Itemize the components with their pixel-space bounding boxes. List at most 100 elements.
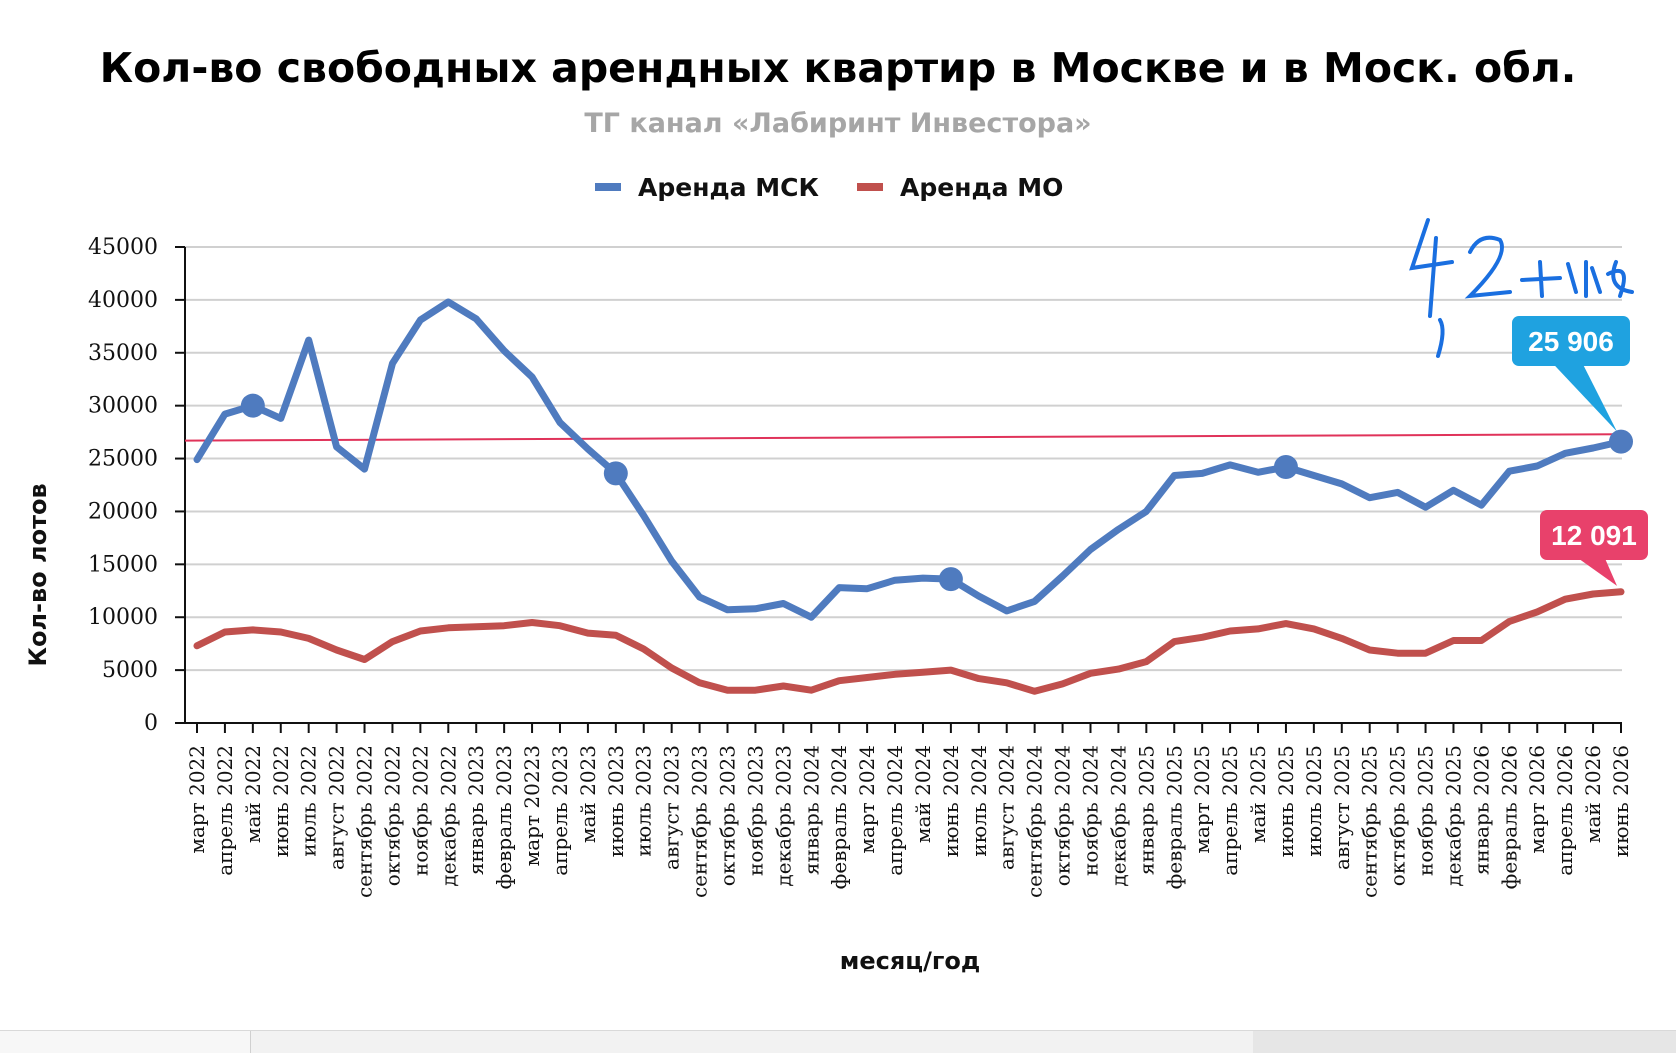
x-tick-label: июнь 2024 (939, 745, 963, 857)
data-point-marker (240, 393, 265, 418)
callouts-group: 25 906 12 091 (1512, 316, 1648, 586)
series-line-msk (193, 298, 1625, 621)
x-tick-label: июль 2022 (297, 745, 321, 857)
x-tick-label: октябрь 2022 (380, 745, 404, 886)
x-tick-label: март 2024 (855, 745, 879, 854)
x-tick-label: ноябрь 2024 (1078, 745, 1102, 876)
callout-label: 12 091 (1551, 520, 1637, 551)
handwritten-stroke-4 (1409, 218, 1454, 318)
x-tick-label: апрель 2026 (1553, 745, 1577, 876)
x-tick-label: март 2025 (1190, 745, 1214, 854)
x-tick-label: декабрь 2025 (1441, 745, 1465, 887)
legend-label-mo: Аренда МО (900, 173, 1063, 202)
x-tick-label: ноябрь 2025 (1414, 745, 1438, 876)
x-tick-label: февраль 2023 (492, 745, 516, 889)
data-point-marker (938, 567, 963, 592)
y-tick-label: 25000 (88, 447, 158, 472)
x-tick-label: май 2026 (1581, 745, 1605, 843)
x-tick-label: декабрь 2022 (436, 745, 460, 887)
series-line-mo (193, 588, 1625, 695)
x-tick-label: январь 2024 (799, 745, 823, 875)
x-tick-label: декабрь 2023 (771, 745, 795, 887)
y-tick-label: 45000 (88, 235, 158, 260)
x-tick-label: март 2022 (185, 745, 209, 854)
reference-line-path (184, 433, 1622, 442)
x-axis-title: месяц/год (840, 947, 981, 975)
callout-pointer (1577, 558, 1617, 586)
callout-box (1512, 316, 1630, 366)
x-tick-label: сентябрь 2022 (353, 745, 377, 898)
x-axis: март 2022 апрель 2022 май 2022 июнь 2022 июл… (185, 722, 1633, 898)
chart-title: Кол-во свободных арендных квартир в Моск… (100, 44, 1577, 92)
callout-pointer (1553, 364, 1617, 432)
x-tick-label: май 2022 (241, 745, 265, 843)
x-tick-label: август 2023 (660, 745, 684, 870)
y-tick-label: 15000 (88, 552, 158, 577)
y-tick-label: 30000 (88, 394, 158, 419)
x-tick-label: март 2026 (1525, 745, 1549, 854)
x-tick-label: сентябрь 2023 (688, 745, 712, 898)
x-tick-label: август 2022 (325, 745, 349, 870)
x-tick-label: сентябрь 2024 (1023, 745, 1047, 898)
callout-label: 25 906 (1528, 326, 1614, 357)
x-tick-label: июль 2025 (1302, 745, 1326, 857)
scrollbar-left-segment (0, 1031, 251, 1053)
x-tick-label: январь 2026 (1469, 745, 1493, 875)
handwritten-stroke-tys (1520, 260, 1634, 298)
series-group (193, 298, 1625, 695)
x-tick-label: август 2025 (1330, 745, 1354, 870)
handwritten-note (1409, 218, 1634, 358)
x-tick-label: октябрь 2023 (716, 745, 740, 886)
x-tick-label: май 2024 (911, 745, 935, 843)
legend: Аренда МСК Аренда МО (595, 173, 1063, 202)
callout-mo: 12 091 (1540, 510, 1648, 586)
data-point-marker (1609, 429, 1633, 454)
x-tick-label: июнь 2022 (269, 745, 293, 857)
grid (185, 246, 1622, 672)
markers-group (240, 393, 1633, 592)
handwritten-stroke-2 (1464, 235, 1512, 299)
x-tick-label: сентябрь 2025 (1358, 745, 1382, 898)
x-tick-label: июль 2024 (967, 745, 991, 857)
x-tick-label: январь 2025 (1134, 745, 1158, 875)
data-point-marker (603, 461, 628, 486)
x-tick-label: июнь 2026 (1609, 745, 1633, 857)
x-tick-label: июнь 2023 (604, 745, 628, 857)
y-tick-label: 10000 (88, 605, 158, 630)
callout-msk: 25 906 (1512, 316, 1630, 432)
bottom-scrollbar[interactable] (0, 1030, 1676, 1053)
x-tick-label: июнь 2025 (1274, 745, 1298, 857)
y-tick-label: 35000 (88, 341, 158, 366)
x-tick-label: апрель 2024 (883, 745, 907, 876)
x-tick-label: февраль 2026 (1497, 745, 1521, 889)
x-tick-label: май 2025 (1246, 745, 1270, 843)
x-tick-label: октябрь 2024 (1051, 745, 1075, 886)
x-tick-label: ноябрь 2023 (743, 745, 767, 876)
callout-box (1540, 510, 1648, 560)
legend-label-msk: Аренда МСК (638, 173, 819, 202)
x-tick-label: февраль 2024 (827, 745, 851, 889)
x-tick-label: февраль 2025 (1162, 745, 1186, 889)
x-tick-label: апрель 2025 (1218, 745, 1242, 876)
x-tick-label: октябрь 2025 (1386, 745, 1410, 886)
data-point-marker (1273, 455, 1298, 480)
reference-line (184, 433, 1622, 442)
x-tick-label: декабрь 2024 (1106, 745, 1130, 887)
y-tick-label: 5000 (102, 658, 158, 683)
handwritten-stroke-comma (1436, 318, 1445, 358)
x-tick-label: май 2023 (576, 745, 600, 843)
x-tick-label: апрель 2023 (548, 745, 572, 876)
x-tick-label: март 20223 (520, 745, 544, 866)
y-axis-title: Кол-во лотов (24, 483, 52, 666)
y-tick-label: 20000 (88, 499, 158, 524)
x-tick-label: июль 2023 (632, 745, 656, 857)
chart-subtitle: ТГ канал «Лабиринт Инвестора» (584, 108, 1091, 139)
y-axis: 0 5000 10000 15000 20000 25000 30000 35000 40000… (88, 235, 186, 736)
scrollbar-right-segment (1253, 1031, 1676, 1053)
y-tick-label: 40000 (88, 288, 158, 313)
x-tick-label: август 2024 (995, 745, 1019, 870)
y-tick-label: 0 (144, 711, 158, 736)
x-tick-label: январь 2023 (464, 745, 488, 875)
